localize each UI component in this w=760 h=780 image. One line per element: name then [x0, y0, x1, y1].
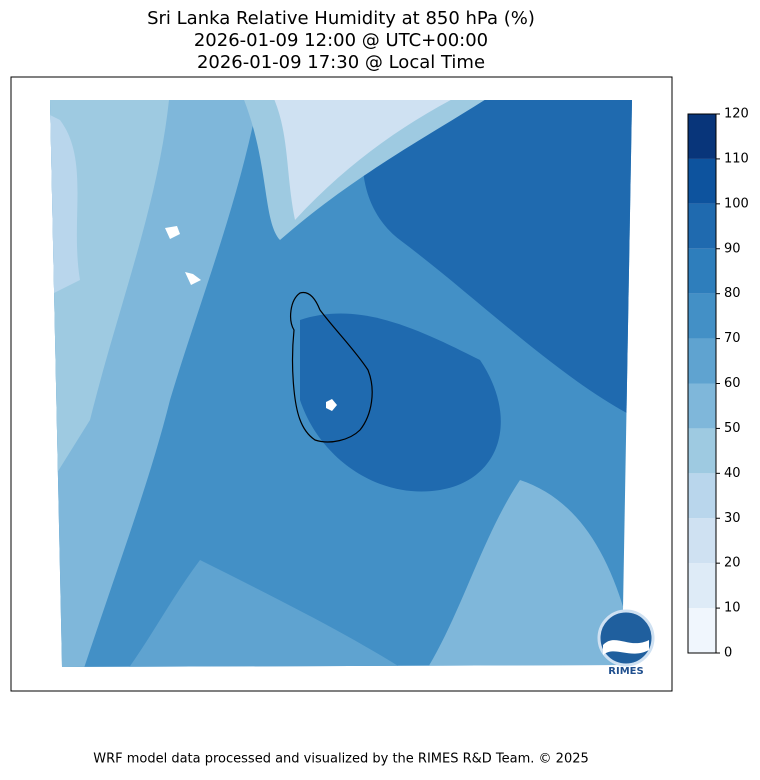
colorbar-segment: [688, 473, 716, 519]
colorbar-tick-label: 90: [724, 241, 741, 256]
colorbar-tick-label: 110: [724, 151, 749, 166]
colorbar-tick-label: 20: [724, 556, 741, 571]
colorbar-tick-label: 120: [724, 107, 749, 122]
colorbar-segment: [688, 158, 716, 204]
field: [420, 480, 632, 667]
logo-text: RIMES: [608, 666, 643, 677]
colorbar-tick-label: 60: [724, 376, 741, 391]
colorbar-segment: [688, 203, 716, 249]
field: [362, 100, 632, 420]
colorbar-segment: [688, 248, 716, 294]
footer: WRF model data processed and visualized …: [93, 752, 589, 767]
field: [120, 560, 420, 667]
field: [300, 313, 501, 492]
field: [50, 110, 80, 300]
map-frame: [10, 76, 673, 692]
colorbar: 0 10 20 30 40 50 60 70 80 90 100 110 120: [688, 107, 749, 661]
title-line: 2026-01-09 12:00 @ UTC+00:00: [194, 30, 488, 51]
colorbar-segment: [688, 293, 716, 339]
colorbar-tick-label: 100: [724, 196, 749, 211]
title-line: 2026-01-09 17:30 @ Local Time: [197, 52, 485, 73]
colorbar-segment: [688, 114, 716, 159]
colorbar-segment: [688, 518, 716, 564]
field: [270, 100, 470, 220]
title-line: Sri Lanka Relative Humidity at 850 hPa (…: [147, 8, 535, 29]
map: [10, 76, 673, 692]
colorbar-tick-label: 40: [724, 466, 741, 481]
logo-emblem: [597, 609, 655, 667]
colorbar-segment: [688, 338, 716, 384]
colorbar-segment: [688, 383, 716, 429]
colorbar-segment: [688, 563, 716, 609]
colorbar-segment: [688, 428, 716, 474]
colorbar-tick-label: 70: [724, 331, 741, 346]
colorbar-tick-label: 50: [724, 421, 741, 436]
logo-wave: [603, 640, 649, 655]
colorbar-tick-label: 0: [724, 646, 732, 661]
logo: RIMES: [597, 609, 655, 677]
coastline: [290, 291, 373, 443]
colorbar-frame: [687, 113, 717, 654]
colorbar-tick-label: 10: [724, 601, 741, 616]
colorbar-segment: [688, 608, 716, 653]
colorbar-tick-label: 80: [724, 286, 741, 301]
colorbar-tick-label: 30: [724, 511, 741, 526]
